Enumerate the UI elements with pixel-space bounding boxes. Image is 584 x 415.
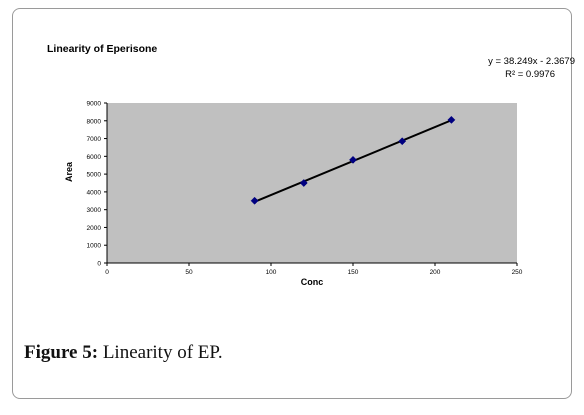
data-point [250,196,259,205]
plot-area [107,103,517,263]
data-point [447,115,456,124]
x-axis: 0 50 100 150 200 250 [105,262,523,276]
figure-caption-text: Linearity of EP. [102,342,223,363]
y-axis: 0 1000 2000 3000 4000 5000 6000 7000 8000 9000 [87,101,108,268]
figure-label: Figure 5: [24,342,99,363]
y-tick-label: 3000 [87,207,102,214]
data-points [250,115,456,205]
y-tick-label: 2000 [87,225,102,232]
y-tick-label: 0 [97,261,101,268]
y-tick-label: 6000 [87,154,102,161]
x-tick-label: 50 [185,269,193,276]
x-tick-label: 150 [348,269,359,276]
chart-title: Linearity of Eperisone [47,43,157,55]
x-tick-label: 250 [512,269,523,276]
data-point [398,137,407,146]
y-tick-label: 7000 [87,136,102,143]
y-tick-label: 4000 [87,189,102,196]
trendline-equation: y = 38.249x - 2.3679 [488,56,575,67]
x-tick-label: 100 [266,269,277,276]
y-tick-label: 9000 [87,101,102,108]
x-axis-label: Conc [301,277,324,287]
trendline-r2: R² = 0.9976 [505,69,555,80]
y-tick-label: 8000 [87,118,102,125]
x-tick-label: 200 [430,269,441,276]
y-axis-label: Area [64,161,74,182]
x-tick-label: 0 [105,269,109,276]
y-tick-label: 1000 [87,243,102,250]
data-point [299,179,308,187]
data-point [349,155,357,164]
y-tick-label: 5000 [87,172,102,179]
figure-caption: Figure 5: Linearity of EP. [24,342,223,364]
